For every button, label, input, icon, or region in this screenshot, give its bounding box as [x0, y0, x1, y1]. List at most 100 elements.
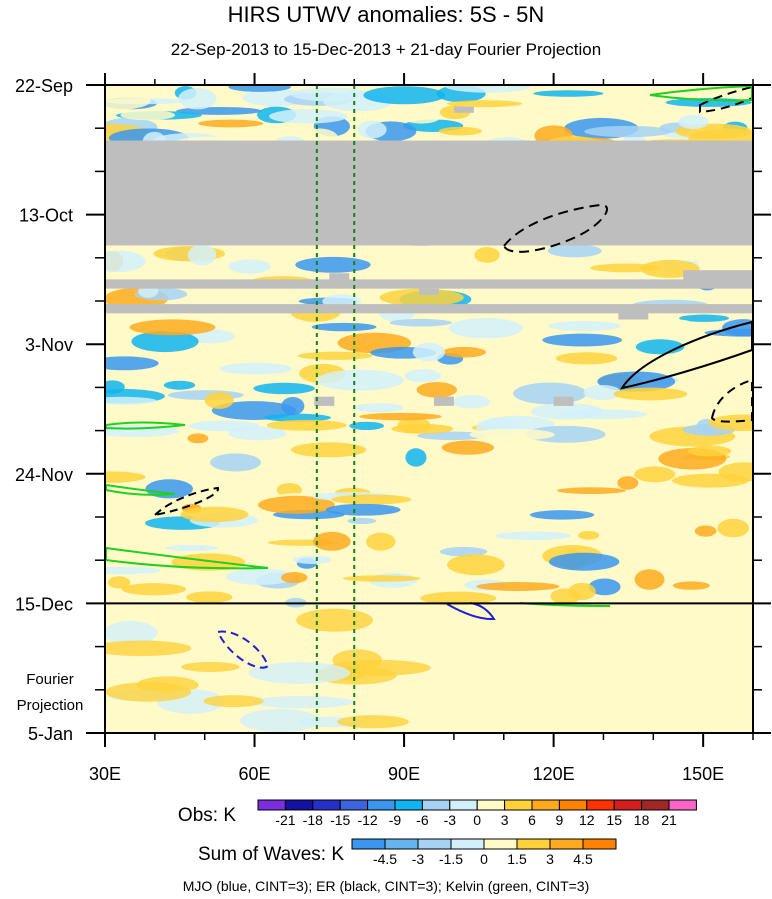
anomaly-patch	[105, 404, 189, 420]
anomaly-patch	[266, 419, 347, 431]
colorbar-level: 9	[556, 812, 564, 828]
colorbar-level: -4.5	[373, 851, 397, 867]
anomaly-patch	[584, 125, 672, 138]
anomaly-patch	[613, 387, 688, 401]
colorbar-level: -3	[444, 812, 457, 828]
colorbar-level: 18	[634, 812, 650, 828]
anomaly-patch	[448, 318, 523, 339]
anomaly-patch	[583, 384, 622, 401]
anomaly-patch	[679, 314, 730, 322]
anomaly-patch	[694, 525, 717, 537]
anomaly-patch	[578, 530, 600, 540]
colorbar-swatch	[549, 838, 584, 850]
colorbar-swatch	[613, 799, 643, 811]
anomaly-patch	[180, 506, 249, 523]
colorbar-swatch	[384, 838, 419, 850]
y-tick-label: 22-Sep	[15, 76, 73, 96]
anomaly-patch	[204, 391, 234, 409]
axis-ticks	[86, 73, 771, 747]
colorbar-level: 1.5	[507, 851, 527, 867]
anomaly-patch	[120, 110, 176, 121]
colorbar-level: -1.5	[439, 851, 463, 867]
anomaly-patch	[447, 554, 505, 576]
anomaly-patch	[634, 569, 665, 590]
kelvin-contour	[105, 546, 269, 570]
anomaly-patch	[474, 247, 500, 263]
y-tick-label: 24-Nov	[15, 465, 73, 485]
mjo-contour	[446, 602, 496, 621]
missing-data-band	[105, 140, 753, 246]
waves-colorbar-label: Sum of Waves: K	[198, 844, 344, 865]
anomaly-patch	[416, 382, 458, 398]
x-tick-label: 30E	[89, 764, 121, 784]
anomaly-patch	[228, 259, 271, 274]
anomaly-patch	[342, 575, 421, 582]
projection-patch	[105, 640, 192, 657]
anomaly-patch	[121, 583, 187, 596]
anomaly-patch	[187, 244, 217, 266]
missing-data-cell	[433, 396, 454, 406]
colorbar-level: -15	[330, 812, 350, 828]
chart-subtitle: 22-Sep-2013 to 15-Dec-2013 + 21-day Four…	[170, 40, 602, 59]
anomaly-patch	[105, 566, 161, 575]
anomaly-patch	[145, 479, 193, 499]
anomaly-patch	[258, 495, 335, 514]
anomaly-patch	[403, 112, 440, 124]
anomaly-patch	[297, 351, 373, 360]
colorbar-swatch	[339, 799, 369, 811]
anomaly-patch	[476, 582, 560, 591]
projection-patch	[105, 682, 192, 702]
anomaly-patch	[547, 244, 602, 258]
missing-data-bands	[105, 106, 753, 406]
anomaly-patch	[105, 356, 159, 371]
anomaly-patch	[353, 403, 404, 413]
anomaly-patch	[417, 431, 487, 441]
anomaly-patch	[530, 403, 604, 420]
anomaly-patch	[708, 414, 753, 431]
colorbar-swatch	[641, 799, 670, 811]
projection-patch	[239, 708, 321, 733]
obs-colorbar: -21 -18 -15 -12 -9 -6 -3 0 3 6 9 12 15 18 21	[257, 799, 697, 828]
anomaly-patch	[445, 85, 531, 93]
y-tick-label: 5-Jan	[28, 724, 73, 744]
anomaly-patch	[447, 100, 523, 108]
anomaly-patch	[412, 342, 446, 362]
anomaly-patch	[281, 396, 305, 416]
colorbar-swatch	[531, 799, 560, 811]
colorbar-swatch	[450, 838, 485, 850]
anomaly-patch	[269, 109, 348, 124]
anomaly-patch	[529, 510, 595, 520]
anomaly-patch	[635, 339, 685, 355]
anomaly-patch	[590, 263, 661, 273]
colorbar-level: -6	[416, 812, 429, 828]
anomaly-patch	[597, 371, 676, 392]
anomaly-patch	[357, 120, 387, 139]
anomaly-patch	[226, 568, 296, 585]
colorbar-level: -18	[303, 812, 323, 828]
anomaly-patch	[550, 588, 581, 605]
colorbar-level: 3	[501, 812, 509, 828]
x-tick-label: 150E	[682, 764, 724, 784]
anomaly-patch	[556, 487, 626, 495]
contour-legend: MJO (blue, CINT=3); ER (black, CINT=3); …	[182, 878, 590, 894]
anomaly-patch	[513, 382, 587, 405]
anomaly-patch	[312, 531, 351, 551]
colorbar-swatch	[394, 799, 423, 811]
missing-data-cell	[329, 273, 350, 283]
projection-patch	[105, 620, 158, 645]
anomaly-patch	[165, 544, 219, 552]
missing-data-cell	[419, 288, 439, 295]
anomaly-patch	[634, 466, 676, 483]
colorbar-swatch	[367, 799, 396, 811]
anomaly-patch	[291, 87, 370, 102]
anomaly-patch	[672, 581, 710, 590]
y-tick-label: 15-Dec	[15, 594, 73, 614]
colorbar-swatch	[417, 838, 452, 850]
kelvin-contour	[105, 483, 176, 496]
colorbar-swatch	[483, 838, 518, 850]
colorbar-level: 15	[606, 812, 622, 828]
anomaly-patch	[404, 369, 442, 383]
anomaly-patch	[316, 369, 404, 391]
anomaly-patch	[718, 462, 753, 482]
